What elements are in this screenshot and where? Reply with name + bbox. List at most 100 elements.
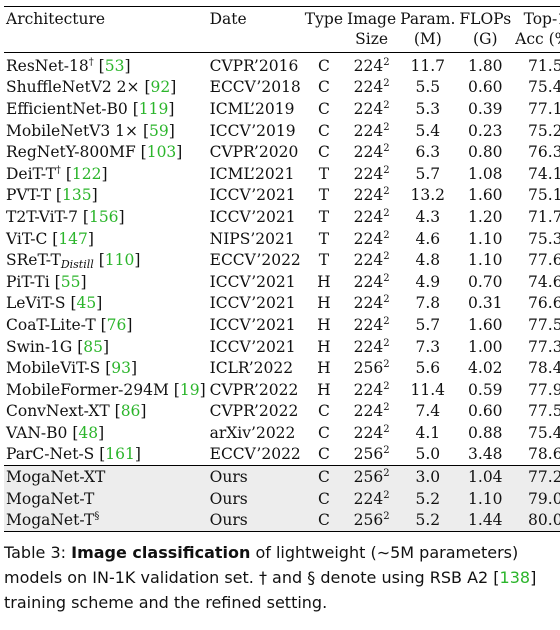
table-row: PiT-Ti [55] ICCV’2021 H 2242 4.9 0.70 74.6 [4, 271, 560, 293]
size-value: 256 [353, 468, 384, 487]
caption-citation[interactable]: 138 [499, 568, 531, 587]
citation-link[interactable]: 156 [88, 207, 119, 226]
cell-date: ICCV’2021 [209, 315, 296, 334]
cell-date: ICML’2021 [209, 164, 295, 183]
citation-link[interactable]: 48 [78, 423, 99, 442]
cell-size: 2242 [345, 379, 398, 401]
citation-link[interactable]: 92 [150, 78, 171, 97]
cell-flops: 3.48 [468, 445, 503, 464]
cell-size: 2242 [345, 314, 398, 336]
cell-flops: 0.23 [468, 121, 503, 140]
cell-flops: 1.00 [468, 337, 503, 356]
citation-link[interactable]: 76 [106, 315, 127, 334]
cell-type: H [317, 294, 331, 313]
cell-size: 2242 [345, 141, 398, 163]
cell-flops: 0.39 [468, 99, 503, 118]
citation-link[interactable]: 93 [111, 359, 132, 378]
cell-date: ICCV’2021 [209, 272, 296, 291]
cell-acc: 78.4 [528, 359, 560, 378]
citation-link[interactable]: 103 [146, 143, 177, 162]
size-value: 224 [353, 315, 384, 334]
citation-link[interactable]: 119 [138, 99, 169, 118]
citation-link[interactable]: 59 [149, 121, 169, 140]
cell-flops: 1.08 [468, 164, 503, 183]
table-row: ConvNext-XT [86] CVPR’2022 C 2242 7.4 0.60 77.… [4, 401, 560, 423]
citation-link[interactable]: 161 [105, 445, 135, 464]
cell-size: 2242 [345, 185, 398, 207]
cell-date: ECCV’2018 [209, 78, 301, 97]
cell-date: ICML’2019 [209, 99, 295, 118]
size-exponent: 2 [383, 423, 390, 435]
cell-flops: 0.60 [468, 402, 503, 421]
cell-flops: 1.80 [468, 56, 503, 75]
cell-architecture: MobileFormer-294M [19] [6, 380, 206, 399]
citation-link[interactable]: 147 [58, 229, 88, 248]
citation-link[interactable]: 45 [76, 294, 97, 313]
cell-flops: 0.88 [468, 423, 503, 442]
table-row: CoaT-Lite-T [76] ICCV’2021 H 2242 5.7 1.60 77.… [4, 314, 560, 336]
cell-acc: 77.3 [528, 337, 560, 356]
citation-link[interactable]: 110 [104, 251, 135, 270]
size-value: 224 [353, 229, 384, 248]
cell-param: 13.2 [410, 186, 446, 205]
cell-acc: 77.1 [528, 99, 560, 118]
size-value: 224 [353, 121, 384, 140]
cell-param: 4.8 [415, 251, 441, 270]
citation-link[interactable]: 135 [61, 186, 92, 205]
cell-acc: 76.3 [528, 143, 560, 162]
cell-acc: 80.0 [513, 509, 560, 533]
cell-param: 6.3 [415, 143, 441, 162]
cell-date: CVPR’2022 [209, 380, 299, 399]
cell-size: 2242 [345, 163, 398, 185]
size-value: 224 [353, 337, 384, 356]
size-value: 224 [353, 423, 384, 442]
cell-architecture: MogaNet-XT [4, 465, 208, 488]
cell-param: 11.7 [410, 56, 446, 75]
cell-architecture: ParC-Net-S [161] [6, 445, 141, 464]
cell-date: CVPR’2020 [209, 143, 299, 162]
size-exponent: 2 [383, 251, 390, 263]
cell-acc: 79.0 [513, 487, 560, 510]
size-exponent: 2 [383, 315, 390, 327]
cell-flops: 1.10 [468, 229, 503, 248]
size-exponent: 2 [383, 164, 390, 176]
cell-type: T [318, 229, 330, 248]
header-acc-bottom: Acc (%) [513, 29, 560, 53]
citation-link[interactable]: 85 [83, 337, 104, 356]
model-name: EfficientNet-B0 [6, 99, 128, 118]
model-name: ViT-C [6, 229, 48, 248]
cell-flops: 1.10 [457, 487, 514, 510]
size-exponent: 2 [383, 186, 390, 198]
cell-flops: 0.60 [468, 78, 503, 97]
table-row: RegNetY-800MF [103] CVPR’2020 C 2242 6.3 0.80… [4, 141, 560, 163]
cell-date: ICLR’2022 [209, 359, 294, 378]
citation-link[interactable]: 19 [179, 380, 200, 399]
cell-architecture: DeiT-T† [122] [6, 164, 108, 183]
cell-architecture: ConvNext-XT [86] [6, 402, 147, 421]
cell-param: 4.6 [415, 229, 441, 248]
citation-link[interactable]: 122 [71, 164, 102, 183]
table-row-ours: MogaNet-T Ours C 2242 5.2 1.10 79.0 [4, 487, 560, 510]
cell-size: 2562 [345, 509, 399, 533]
cell-param: 7.8 [415, 294, 441, 313]
cell-architecture: SReT-TDistill [110] [6, 251, 141, 272]
citation-link[interactable]: 86 [120, 402, 141, 421]
cell-size: 2242 [345, 422, 398, 444]
cell-size: 2242 [345, 401, 398, 423]
cell-date: CVPR’2016 [209, 56, 299, 75]
size-value: 224 [353, 186, 384, 205]
cell-architecture: MobileNetV3 1× [59] [6, 121, 175, 140]
cell-param: 11.4 [410, 380, 446, 399]
cell-type: C [317, 99, 330, 118]
citation-link[interactable]: 55 [60, 272, 81, 291]
cell-size: 2242 [345, 98, 398, 120]
caption-title: Image classification [71, 543, 251, 562]
citation-link[interactable]: 53 [104, 56, 125, 75]
size-exponent: 2 [383, 489, 390, 501]
size-value: 224 [353, 78, 384, 97]
table-row: EfficientNet-B0 [119] ICML’2019 C 2242 5.3 0.… [4, 98, 560, 120]
cell-param: 3.0 [398, 465, 458, 488]
cell-acc: 77.5 [528, 315, 560, 334]
size-value: 256 [353, 359, 384, 378]
model-name: LeViT-S [6, 294, 66, 313]
